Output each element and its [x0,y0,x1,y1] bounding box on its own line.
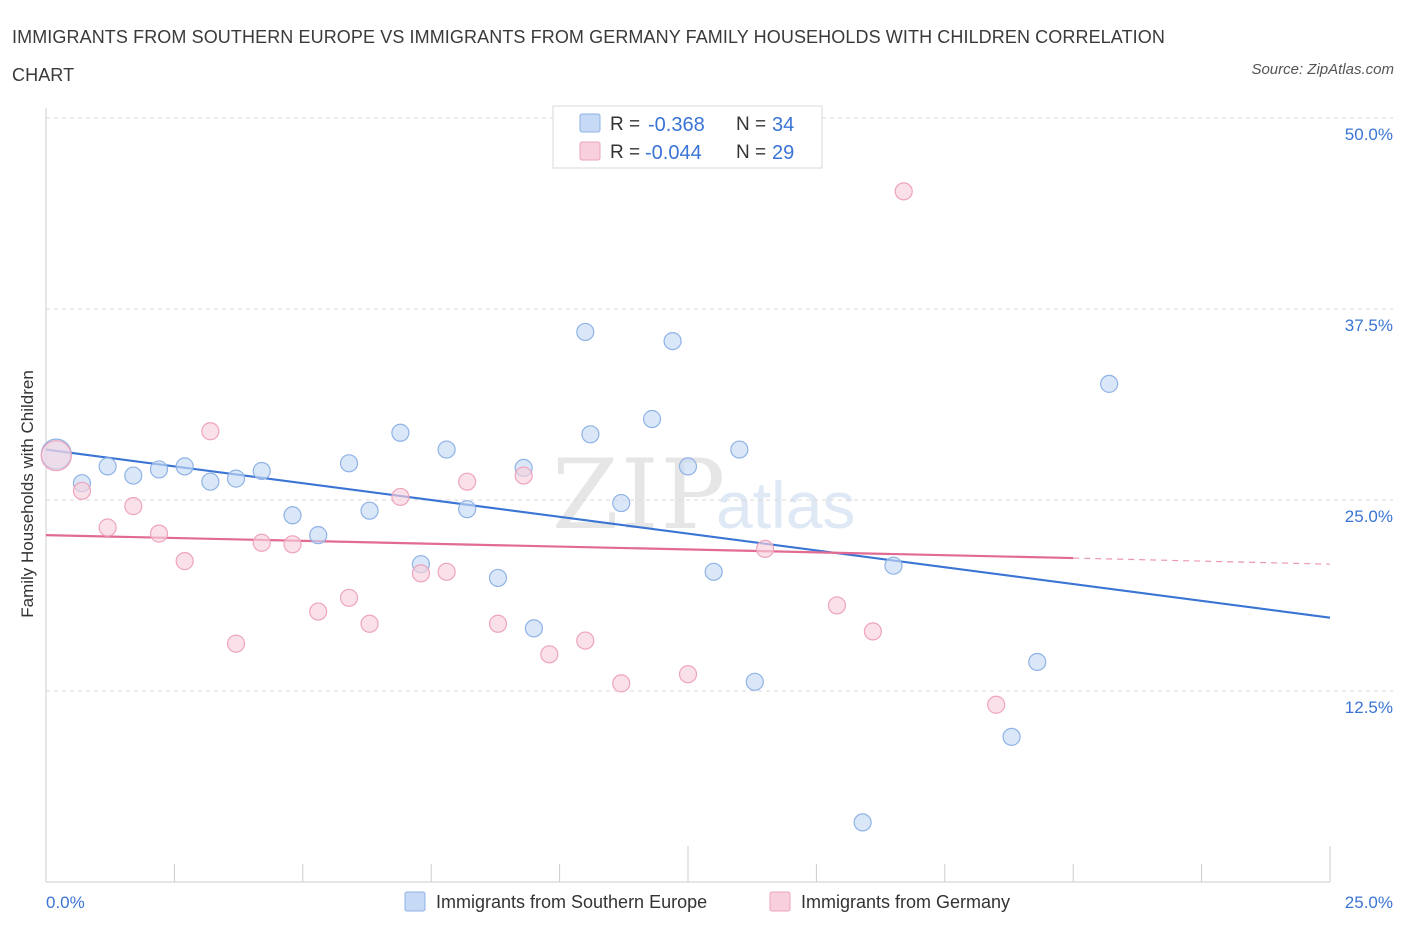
x-tick-label-min: 0.0% [46,893,85,912]
watermark-atlas: atlas [716,468,855,542]
legend-n-label-pink: N = [736,142,766,163]
point-pink [514,466,533,485]
point-pink [437,562,456,581]
point-pink [612,674,631,693]
y-tick-label: 25.0% [1345,507,1393,526]
point-blue [642,409,662,429]
point-blue [488,568,508,588]
point-blue [730,440,749,459]
point-pink [309,602,328,621]
point-blue [124,466,143,485]
point-pink [755,539,775,558]
point-pink [283,535,302,554]
series-legend-label-pink: Immigrants from Germany [801,892,1010,912]
data-points [40,108,1119,832]
y-tick-label: 50.0% [1345,125,1393,144]
series-legend-label-blue: Immigrants from Southern Europe [436,892,707,912]
point-blue [98,457,117,476]
point-pink [360,614,379,633]
point-blue [663,331,682,351]
legend-swatch-pink [579,141,601,161]
point-pink [175,552,194,571]
series-legend-swatch-blue [404,891,426,912]
point-blue [149,460,169,479]
point-pink [894,182,913,201]
series-legend-swatch-pink [769,891,791,912]
point-blue [1002,727,1021,746]
legend-r-label-pink: R = [610,142,640,163]
point-pink [252,533,271,552]
legend-n-label-blue: N = [736,114,766,135]
point-pink [40,440,72,472]
point-pink [488,614,508,633]
chart-title: IMMIGRANTS FROM SOUTHERN EUROPE VS IMMIG… [12,27,1165,85]
point-blue [458,500,477,519]
point-blue [1100,374,1119,393]
y-tick-label: 12.5% [1345,698,1393,717]
point-pink [98,518,117,537]
point-blue [581,425,600,444]
stats-legend: R = -0.368 N = 34 R = -0.044 N = 29 [552,105,823,169]
point-blue [678,457,698,476]
point-pink [391,487,410,507]
point-pink [678,665,698,684]
series-legend: Immigrants from Southern Europe Immigran… [404,891,1010,912]
point-pink [576,631,595,650]
point-blue [576,322,595,342]
point-pink [411,564,431,583]
point-blue [437,440,456,459]
y-axis-label: Family Households with Children [18,370,37,618]
trend-line-pink [45,534,1074,560]
point-blue [1028,652,1047,672]
point-blue [201,472,220,491]
point-blue [612,493,631,513]
point-pink [201,422,220,441]
legend-r-value-pink: -0.044 [645,142,702,164]
legend-n-value-pink: 29 [772,142,794,164]
point-blue [283,506,302,525]
axes: 12.5% 25.0% 37.5% 50.0% [45,108,1393,883]
point-pink [72,481,92,500]
point-blue [252,461,271,481]
point-blue [704,562,723,581]
point-blue [226,469,246,488]
point-blue [309,526,328,545]
legend-r-value-blue: -0.368 [648,114,705,136]
legend-swatch-blue [579,113,601,133]
point-pink [124,497,143,516]
point-pink [458,472,477,491]
point-blue [339,454,359,473]
legend-r-label-blue: R = [610,114,640,135]
point-blue [391,423,410,442]
source-label: Source: ZipAtlas.com [1251,61,1394,78]
point-blue [175,457,194,476]
x-tick-label-max: 25.0% [1345,893,1393,912]
legend-n-value-blue: 34 [772,114,794,136]
point-pink [540,645,559,664]
point-pink [987,695,1006,714]
point-blue [360,501,379,520]
point-pink [863,622,882,641]
point-blue [853,813,872,832]
watermark-zip: ZIP [552,439,727,551]
point-blue [524,619,544,638]
point-pink [226,634,246,653]
point-blue [745,672,764,691]
point-blue [884,556,903,575]
trend-line-pink [1073,557,1331,565]
y-tick-label: 37.5% [1345,316,1393,335]
point-pink [149,524,169,543]
point-pink [827,596,847,615]
grid [46,117,1393,692]
point-pink [339,588,359,607]
